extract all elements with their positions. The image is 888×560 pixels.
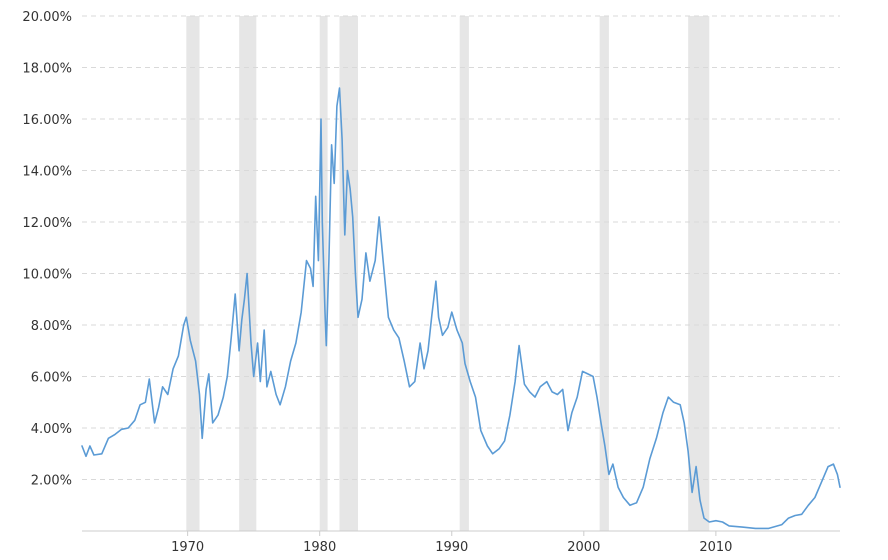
y-tick-label: 18.00% xyxy=(22,62,72,77)
y-tick-label: 16.00% xyxy=(22,113,72,128)
x-tick-label: 2000 xyxy=(567,540,600,555)
x-tick-label: 1980 xyxy=(303,540,336,555)
y-tick-label: 8.00% xyxy=(31,319,72,334)
y-tick-label: 14.00% xyxy=(22,165,72,180)
y-tick-label: 6.00% xyxy=(31,371,72,386)
series-line xyxy=(81,87,841,530)
x-tick-label: 1990 xyxy=(435,540,468,555)
y-tick-label: 20.00% xyxy=(22,10,72,25)
y-axis-tick-labels: 2.00% 4.00% 6.00% 8.00% 10.00% 12.00% 14.00% 16… xyxy=(22,10,72,489)
y-tick-label: 4.00% xyxy=(31,422,72,437)
recession-band xyxy=(339,16,358,531)
x-tick-label: 2010 xyxy=(699,540,732,555)
x-axis-tick-labels: 1970 1980 1990 2000 2010 xyxy=(171,531,732,555)
series-layer xyxy=(81,87,841,530)
y-tick-label: 2.00% xyxy=(31,474,72,489)
y-tick-label: 12.00% xyxy=(22,216,72,231)
x-tick-label: 1970 xyxy=(171,540,204,555)
y-tick-label: 10.00% xyxy=(22,268,72,283)
